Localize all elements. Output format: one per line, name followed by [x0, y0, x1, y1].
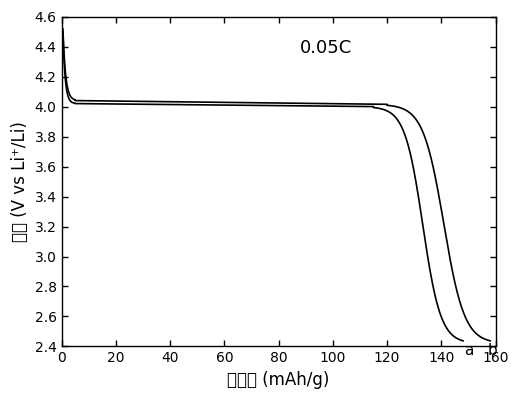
Text: a: a — [464, 344, 474, 358]
X-axis label: 比容量 (mAh/g): 比容量 (mAh/g) — [227, 371, 330, 389]
Text: b: b — [487, 344, 497, 358]
Y-axis label: 电压 (V vs Li⁺/Li): 电压 (V vs Li⁺/Li) — [11, 121, 29, 242]
Text: 0.05C: 0.05C — [300, 39, 353, 57]
